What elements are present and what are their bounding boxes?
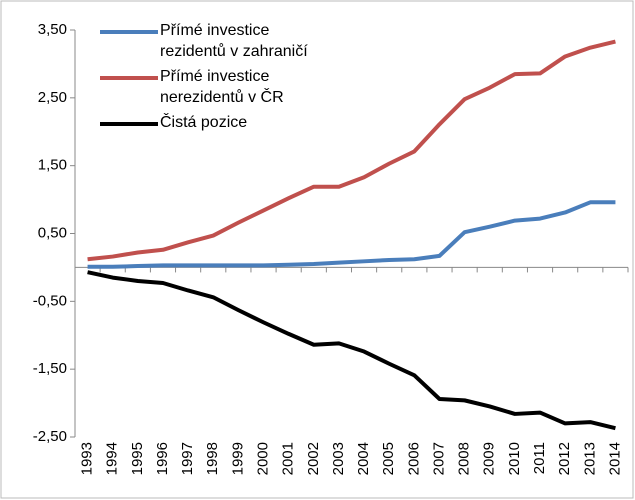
x-tick-label: 2012 (556, 442, 573, 475)
x-tick-label: 1997 (179, 442, 196, 475)
y-tick-label: 0,50 (38, 224, 67, 241)
legend-label: Přímé investice nerezidentů v ČR (160, 68, 284, 106)
x-tick-label: 2006 (405, 442, 422, 475)
x-tick-label: 2005 (380, 442, 397, 475)
series-line (87, 39, 616, 262)
series-line (87, 200, 616, 269)
x-tick-label: 1994 (104, 442, 121, 475)
x-tick-label: 2007 (430, 442, 447, 475)
x-tick-label: 2002 (305, 442, 322, 475)
x-tick-label: 2010 (506, 442, 523, 475)
x-tick-label: 2003 (330, 442, 347, 475)
legend-label: Čistá pozice (160, 114, 248, 131)
legend: Přímé investice rezidentů v zahraničí Pří… (100, 20, 340, 137)
legend-item: Přímé investice nerezidentů v ČR (100, 66, 340, 108)
x-tick-label: 2008 (456, 442, 473, 475)
y-tick-label: 3,50 (38, 21, 67, 38)
x-tick-label: 2001 (280, 442, 297, 475)
legend-swatch (100, 122, 158, 126)
legend-label: Přímé investice rezidentů v zahraničí (160, 22, 308, 60)
legend-swatch (100, 30, 158, 34)
y-tick-label: 2,50 (38, 89, 67, 106)
x-tick-label: 2009 (481, 442, 498, 475)
x-tick-label: 1996 (154, 442, 171, 475)
series-line (87, 270, 616, 431)
x-tick-label: 2013 (581, 442, 598, 475)
y-tick-label: 1,50 (38, 157, 67, 174)
x-tick-label: 2014 (606, 442, 623, 475)
x-tick-label: 2000 (254, 442, 271, 475)
x-tick-label: 1999 (229, 442, 246, 475)
x-tick-label: 2011 (531, 442, 548, 474)
legend-item: Přímé investice rezidentů v zahraničí (100, 20, 340, 62)
legend-swatch (100, 76, 158, 80)
y-tick-label: -2,50 (33, 428, 67, 445)
y-tick-label: -0,50 (33, 292, 67, 309)
legend-item: Čistá pozice (100, 112, 340, 133)
x-tick-label: 1995 (129, 442, 146, 475)
x-tick-label: 1993 (79, 442, 96, 475)
y-tick-label: -1,50 (33, 360, 67, 377)
x-tick-label: 1998 (204, 442, 221, 475)
x-tick-label: 2004 (355, 442, 372, 475)
